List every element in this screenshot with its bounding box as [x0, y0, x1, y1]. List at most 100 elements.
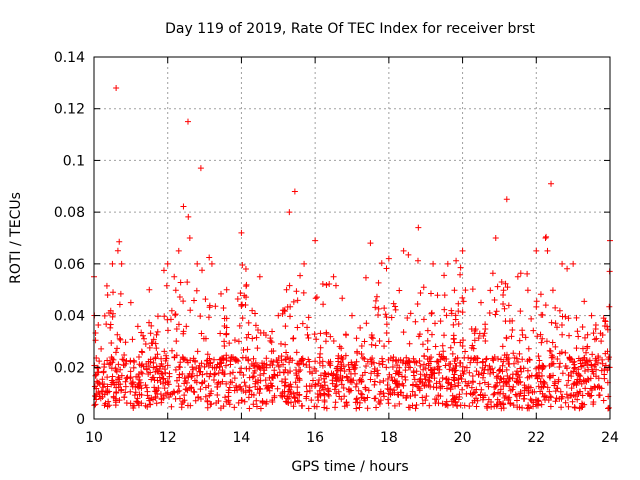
data-point: [116, 376, 123, 383]
data-point: [482, 362, 489, 369]
data-point: [108, 365, 115, 372]
data-point: [450, 336, 457, 343]
data-point: [494, 283, 501, 290]
data-point: [481, 392, 488, 399]
data-point: [571, 404, 578, 411]
data-point: [402, 360, 409, 367]
data-point: [127, 374, 134, 381]
data-point: [379, 361, 386, 368]
data-point: [459, 386, 466, 393]
data-point: [294, 297, 301, 304]
data-point: [529, 389, 536, 396]
data-point: [305, 334, 312, 341]
data-point: [480, 332, 487, 339]
data-point: [176, 363, 183, 370]
data-point: [517, 308, 524, 315]
data-point: [422, 376, 429, 383]
data-point: [205, 362, 212, 369]
data-point: [100, 368, 107, 375]
data-point-peak: [186, 235, 193, 241]
data-point: [145, 395, 152, 402]
data-point: [510, 402, 517, 409]
data-point: [276, 369, 283, 376]
data-point: [304, 324, 311, 331]
chart-title: Day 119 of 2019, Rate Of TEC Index for r…: [165, 21, 535, 37]
data-point: [493, 375, 500, 382]
data-point: [516, 350, 523, 357]
data-point: [581, 368, 588, 375]
data-point: [552, 304, 559, 311]
data-point: [216, 363, 223, 370]
data-point: [219, 369, 226, 376]
data-point: [384, 382, 391, 389]
data-point: [556, 307, 563, 314]
data-point: [559, 313, 566, 320]
data-point: [558, 349, 565, 356]
data-point: [117, 290, 124, 297]
data-point: [584, 331, 591, 338]
data-point: [371, 395, 378, 402]
data-point: [504, 284, 511, 291]
data-point: [157, 363, 164, 370]
data-point: [539, 366, 546, 373]
data-point: [549, 353, 556, 360]
data-point: [308, 397, 315, 404]
data-point: [455, 308, 462, 315]
data-point: [445, 376, 452, 383]
data-point: [375, 370, 382, 377]
data-point: [287, 303, 294, 310]
data-point: [165, 381, 172, 388]
data-point: [323, 329, 330, 336]
data-point: [269, 374, 276, 381]
data-point: [153, 387, 160, 394]
data-point: [321, 398, 328, 405]
data-point: [190, 366, 197, 373]
data-point: [173, 377, 180, 384]
data-point: [116, 335, 123, 342]
data-point: [457, 339, 464, 346]
data-point: [558, 404, 565, 411]
x-tick-labels: 10 12 14 16 18 20 22 24: [85, 430, 619, 446]
data-point: [572, 393, 579, 400]
data-point: [459, 368, 466, 375]
data-point: [428, 331, 435, 338]
data-point: [263, 364, 270, 371]
data-point: [150, 336, 157, 343]
data-point: [269, 399, 276, 406]
data-point: [468, 344, 475, 351]
data-point: [376, 391, 383, 398]
data-point: [415, 333, 422, 340]
data-point: [304, 331, 311, 338]
data-point: [136, 391, 143, 398]
data-point: [313, 336, 320, 343]
data-point: [300, 289, 307, 296]
data-point: [154, 351, 161, 358]
data-point: [323, 405, 330, 412]
data-point: [570, 368, 577, 375]
data-point: [548, 319, 555, 326]
data-point: [571, 364, 578, 371]
data-point: [379, 355, 386, 362]
data-point: [540, 393, 547, 400]
data-point: [253, 403, 260, 410]
data-point: [189, 364, 196, 371]
data-point-peak: [113, 85, 120, 92]
data-point: [505, 302, 512, 309]
data-point: [333, 390, 340, 397]
data-point: [453, 393, 460, 400]
data-point: [402, 374, 409, 381]
data-point: [407, 364, 414, 371]
data-point: [563, 391, 570, 398]
data-point: [246, 405, 253, 412]
data-point: [533, 303, 540, 310]
data-point: [263, 355, 270, 362]
data-point-peak: [223, 286, 230, 293]
data-point-peak: [400, 247, 407, 254]
data-point: [127, 357, 134, 364]
data-point: [121, 394, 128, 401]
data-point: [383, 364, 390, 371]
data-point: [227, 370, 234, 377]
data-point: [393, 367, 400, 374]
y-tick-label: 0.14: [54, 50, 85, 66]
data-point: [381, 393, 388, 400]
